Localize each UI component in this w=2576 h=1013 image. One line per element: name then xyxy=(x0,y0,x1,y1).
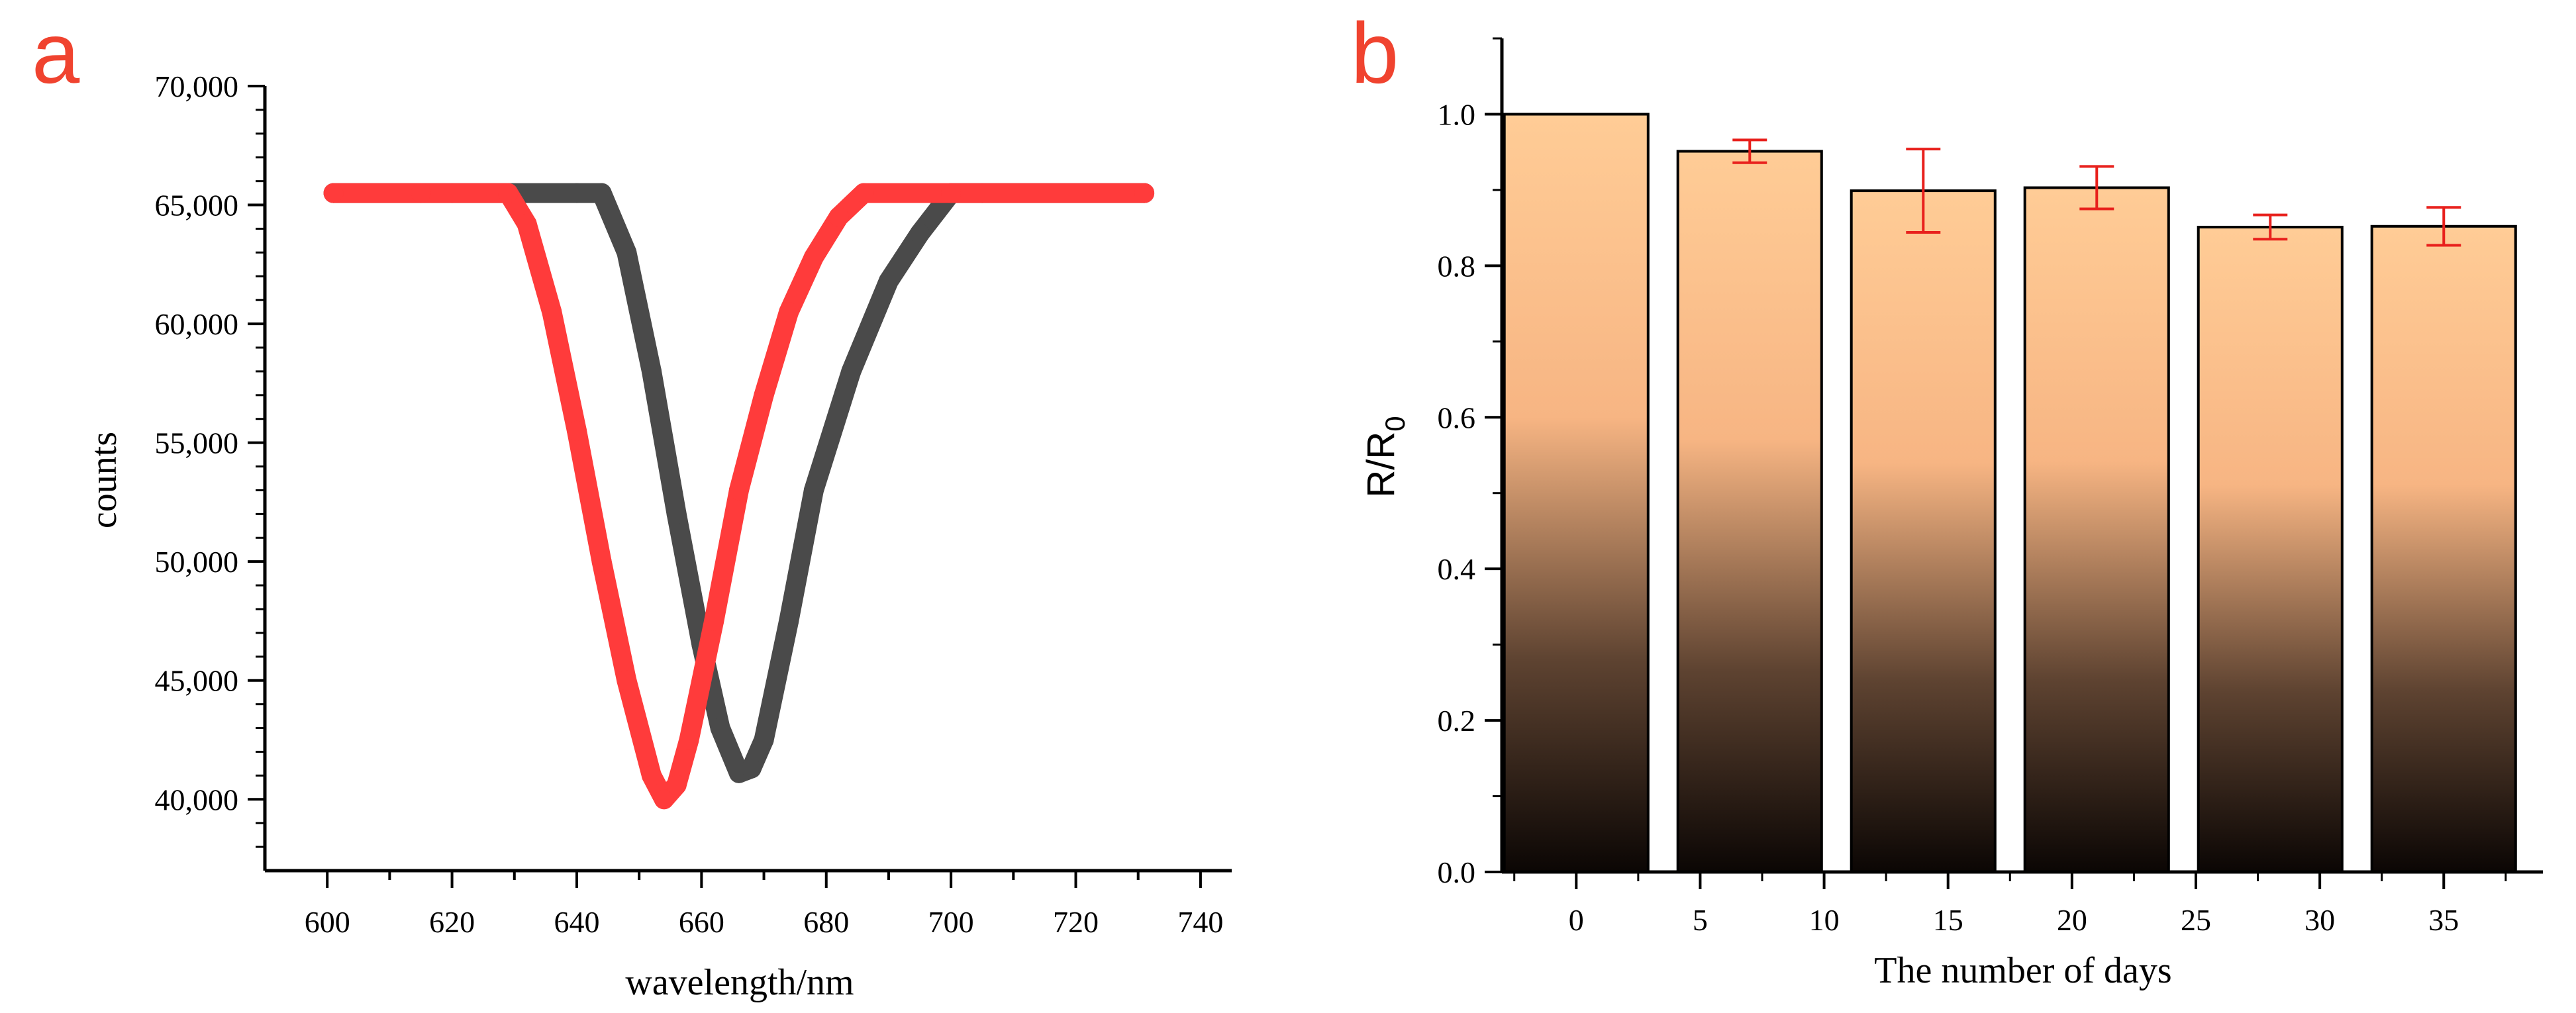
panel-a-x-tick-label-740: 740 xyxy=(1177,905,1223,939)
panel-b-x-tick-label-0: 0 xyxy=(1569,903,1584,937)
panel-a-y-ticks: 40,000 45,000 50,000 55,000 60,000 65,000 70,0… xyxy=(155,70,265,848)
panel-a-y-tick-label-70000: 70,000 xyxy=(155,70,239,103)
panel-a-point-red-1 xyxy=(411,183,431,203)
panel-a-point-red-20 xyxy=(1134,183,1155,203)
panel-a-point-dark-3 xyxy=(591,183,612,203)
panel-a-point-dark-11 xyxy=(754,730,774,750)
panel-a-y-tick-label-40000: 40,000 xyxy=(155,783,239,816)
panel-b-y-axis-title: R/R0 xyxy=(1360,416,1411,497)
panel-b-chart: 0 5 10 15 20 25 30 35 0.0 0.2 0.4 0.6 0.8 1.0 The nu… xyxy=(1360,37,2543,991)
panel-a-point-dark-2 xyxy=(567,183,587,203)
panel-a-point-dark-6 xyxy=(666,504,687,524)
panel-b-y-ticks: 0.0 0.2 0.4 0.6 0.8 1.0 xyxy=(1438,37,1502,889)
panel-a-point-red-6 xyxy=(591,552,612,572)
panel-b-bar-4 xyxy=(2197,226,2344,873)
panel-a-point-dark-5 xyxy=(642,361,662,381)
panel-a-point-red-14 xyxy=(754,385,774,405)
panel-a-point-red-15 xyxy=(779,302,799,322)
panel-b-x-tick-label-25: 25 xyxy=(2181,903,2211,937)
panel-b-bar-0 xyxy=(1503,113,1650,873)
panel-a-point-dark-4 xyxy=(617,242,637,263)
panel-a-point-red-2 xyxy=(498,183,519,203)
panel-a-point-red-18 xyxy=(854,183,874,203)
panel-b-x-tick-label-10: 10 xyxy=(1809,903,1840,937)
panel-a-x-tick-label-640: 640 xyxy=(554,905,599,939)
panel-a-point-dark-14 xyxy=(841,361,862,381)
panel-a-point-red-11 xyxy=(679,730,699,750)
panel-b-x-tick-label-20: 20 xyxy=(2057,903,2087,937)
panel-a-point-red-0 xyxy=(323,183,344,203)
panel-a-y-axis-title: counts xyxy=(83,432,124,528)
panel-a-x-tick-label-720: 720 xyxy=(1053,905,1099,939)
panel-a-point-red-19 xyxy=(941,183,962,203)
panel-a-x-tick-label-660: 660 xyxy=(679,905,724,939)
panel-b-bar-3 xyxy=(2023,186,2170,873)
panel-a-point-dark-13 xyxy=(803,480,824,501)
panel-b-bar-5 xyxy=(2370,224,2517,873)
panel-a-point-red-7 xyxy=(617,670,637,691)
panel-a-y-tick-label-65000: 65,000 xyxy=(155,189,239,222)
panel-a-x-tick-label-680: 680 xyxy=(803,905,849,939)
panel-b-x-tick-label-15: 15 xyxy=(1933,903,1963,937)
panel-b-y-tick-label-0.2: 0.2 xyxy=(1438,704,1476,738)
panel-a-letter: a xyxy=(32,5,80,101)
panel-a-y-tick-label-50000: 50,000 xyxy=(155,545,239,579)
panel-a-point-red-9 xyxy=(654,789,674,810)
panel-a-chart: 600 620 640 660 680 700 720 740 40,000 45,000 50,… xyxy=(83,70,1232,1003)
panel-a-x-tick-label-600: 600 xyxy=(305,905,350,939)
panel-b-bar-1 xyxy=(1676,150,1823,873)
panel-b-letter: b xyxy=(1351,5,1399,101)
panel-b-y-tick-label-0.6: 0.6 xyxy=(1438,401,1476,434)
panel-b-y-tick-label-0.4: 0.4 xyxy=(1438,552,1476,586)
panel-a-x-tick-label-620: 620 xyxy=(429,905,475,939)
panel-a-x-tick-label-700: 700 xyxy=(928,905,974,939)
panel-a-point-red-8 xyxy=(642,765,662,786)
panel-b-x-tick-label-30: 30 xyxy=(2304,903,2335,937)
panel-a-point-dark-10 xyxy=(741,758,762,779)
panel-a-x-axis-title: wavelength/nm xyxy=(625,962,854,1003)
panel-a-y-tick-label-55000: 55,000 xyxy=(155,426,239,460)
panel-b-x-tick-label-35: 35 xyxy=(2428,903,2459,937)
panel-a-point-dark-15 xyxy=(878,271,899,291)
panel-a-point-red-13 xyxy=(728,480,749,501)
panel-b-x-tick-label-5: 5 xyxy=(1693,903,1708,937)
panel-a-y-tick-label-45000: 45,000 xyxy=(155,664,239,698)
panel-a-point-dark-8 xyxy=(710,718,730,738)
panel-b-x-ticks: 0 5 10 15 20 25 30 35 xyxy=(1513,872,2507,937)
panel-b-error-bars xyxy=(1732,138,2461,247)
panel-b-y-tick-label-1: 1.0 xyxy=(1438,97,1476,131)
panel-a-point-dark-12 xyxy=(779,611,799,631)
panel-a-series xyxy=(323,183,1155,810)
panel-b-y-axis-title-main: R/R xyxy=(1360,432,1403,498)
panel-a-y-tick-label-60000: 60,000 xyxy=(155,307,239,341)
panel-b-y-axis-title-subscript: 0 xyxy=(1379,416,1411,431)
panel-a-point-red-12 xyxy=(704,611,724,631)
panel-a-point-red-4 xyxy=(542,302,562,322)
panel-b-bar-2 xyxy=(1850,189,1997,874)
panel-a-point-red-17 xyxy=(828,207,849,227)
panel-a-x-ticks: 600 620 640 660 680 700 720 740 xyxy=(305,871,1223,939)
panel-b-y-tick-label-0: 0.0 xyxy=(1438,855,1476,889)
panel-a-point-red-10 xyxy=(666,775,687,795)
panel-a-point-red-3 xyxy=(517,214,537,234)
panel-b-y-tick-label-0.8: 0.8 xyxy=(1438,249,1476,283)
panel-a-point-red-16 xyxy=(803,247,824,267)
panel-b-x-axis-title: The number of days xyxy=(1874,950,2171,991)
panel-b-bars xyxy=(1503,113,2517,874)
panel-a-point-dark-16 xyxy=(910,223,930,244)
panel-a-point-red-5 xyxy=(567,420,587,441)
